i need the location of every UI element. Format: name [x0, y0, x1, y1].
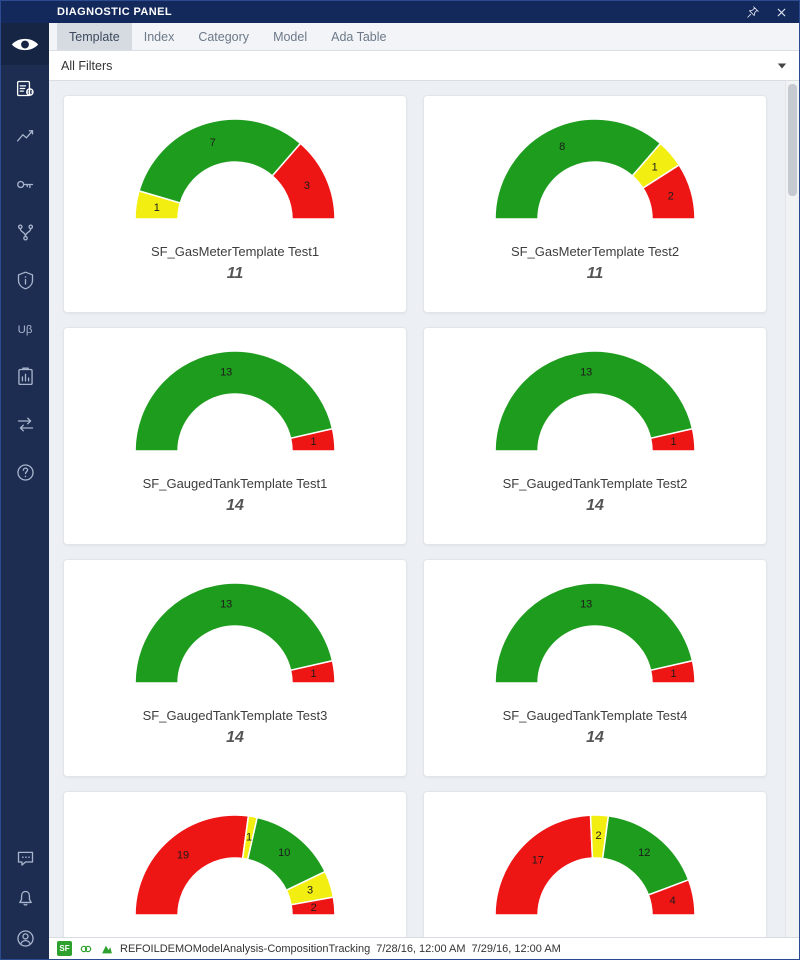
key-icon[interactable]	[1, 173, 49, 195]
svg-text:12: 12	[638, 847, 650, 859]
tab-model[interactable]: Model	[273, 29, 308, 44]
scrollbar[interactable]	[785, 81, 799, 937]
gauge-card[interactable]: 19 1 10 3 2	[63, 791, 407, 937]
scrollbar-thumb[interactable]	[788, 84, 797, 196]
card-title: SF_GaugedTankTemplate Test2	[502, 476, 688, 491]
main-panel: Template Index Category Model Ada Table All …	[49, 23, 799, 937]
pin-icon[interactable]	[745, 4, 761, 20]
gauge-chart: 13 1	[134, 350, 336, 452]
gauge-chart: 19 1 10 3 2	[134, 814, 336, 916]
gauge-chart: 13 1	[134, 582, 336, 684]
svg-text:17: 17	[532, 854, 544, 866]
svg-text:Uβ: Uβ	[17, 323, 32, 335]
gauge-card[interactable]: 13 1 SF_GaugedTankTemplate Test3 14	[63, 559, 407, 777]
signal-icon	[100, 942, 114, 955]
gauge-card[interactable]: 1 7 3 SF_GasMeterTemplate Test1 11	[63, 95, 407, 313]
card-title: SF_GaugedTankTemplate Test1	[142, 476, 328, 491]
tab-bar: Template Index Category Model Ada Table	[49, 23, 799, 51]
svg-text:1: 1	[154, 202, 160, 214]
gauge-chart: 17 2 12 4	[494, 814, 696, 916]
start-time: 7/28/16, 12:00 AM	[376, 942, 466, 955]
app-logo-icon[interactable]	[1, 23, 49, 65]
gauge-chart: 13 1	[494, 350, 696, 452]
tab-template[interactable]: Template	[57, 23, 132, 50]
close-icon[interactable]	[773, 4, 789, 20]
svg-text:2: 2	[668, 191, 674, 203]
content-area: 1 7 3 SF_GasMeterTemplate Test1 11 8 1 2 SF_GasM…	[49, 81, 799, 937]
card-title: SF_GasMeterTemplate Test1	[150, 244, 320, 259]
gauge-card[interactable]: 8 1 2 SF_GasMeterTemplate Test2 11	[423, 95, 767, 313]
link-status-icon	[78, 942, 94, 956]
svg-text:1: 1	[670, 668, 676, 680]
chevron-down-icon[interactable]	[777, 62, 787, 70]
gauge-chart: 13 1	[494, 582, 696, 684]
end-time: 7/29/16, 12:00 AM	[471, 942, 561, 955]
sf-badge: SF	[57, 941, 72, 956]
card-total: 14	[586, 497, 604, 514]
gauge-card[interactable]: 13 1 SF_GaugedTankTemplate Test2 14	[423, 327, 767, 545]
branch-icon[interactable]	[1, 221, 49, 243]
panel-title: DIAGNOSTIC PANEL	[57, 6, 172, 18]
titlebar-actions	[745, 4, 799, 20]
gauge-chart: 8 1 2	[494, 118, 696, 220]
trend-chart-icon[interactable]	[1, 125, 49, 147]
tab-ada-table[interactable]: Ada Table	[331, 29, 387, 44]
card-title: SF_GaugedTankTemplate Test4	[502, 708, 688, 723]
svg-text:1: 1	[246, 831, 252, 843]
svg-text:2: 2	[595, 830, 601, 842]
svg-text:1: 1	[310, 436, 316, 448]
user-icon[interactable]	[1, 927, 49, 949]
svg-text:8: 8	[559, 141, 565, 153]
svg-text:1: 1	[310, 668, 316, 680]
svg-text:13: 13	[580, 599, 592, 611]
card-total: 14	[226, 497, 244, 514]
svg-text:13: 13	[580, 367, 592, 379]
clipboard-chart-icon[interactable]	[1, 365, 49, 387]
svg-text:1: 1	[652, 161, 658, 173]
shield-info-icon[interactable]	[1, 269, 49, 291]
chat-icon[interactable]	[1, 847, 49, 869]
svg-text:2: 2	[311, 902, 317, 914]
card-total: 14	[586, 729, 604, 746]
svg-text:1: 1	[670, 436, 676, 448]
svg-text:19: 19	[177, 850, 189, 862]
help-icon[interactable]	[1, 461, 49, 483]
svg-text:4: 4	[670, 895, 676, 907]
svg-text:3: 3	[307, 885, 313, 897]
card-title: SF_GasMeterTemplate Test2	[510, 244, 680, 259]
svg-text:13: 13	[220, 599, 232, 611]
gauge-chart: 1 7 3	[134, 118, 336, 220]
cards-grid: 1 7 3 SF_GasMeterTemplate Test1 11 8 1 2 SF_GasM…	[49, 81, 799, 937]
card-total: 11	[226, 265, 244, 282]
tab-index[interactable]: Index	[143, 29, 175, 44]
filter-dropdown[interactable]: All Filters	[49, 51, 799, 81]
svg-text:7: 7	[210, 137, 216, 149]
svg-text:10: 10	[278, 847, 290, 859]
gauge-card[interactable]: 17 2 12 4	[423, 791, 767, 937]
audio-beta-icon[interactable]: Uβ	[1, 317, 49, 339]
gauge-card[interactable]: 13 1 SF_GaugedTankTemplate Test4 14	[423, 559, 767, 777]
sidebar-top: Uβ	[1, 77, 49, 483]
card-total: 14	[226, 729, 244, 746]
svg-text:13: 13	[220, 367, 232, 379]
statusbar: SF REFOILDEMOModelAnalysis-CompositionTr…	[49, 937, 799, 959]
filter-label: All Filters	[61, 58, 113, 73]
model-name: REFOILDEMOModelAnalysis-CompositionTrack…	[120, 942, 371, 955]
swap-arrows-icon[interactable]	[1, 413, 49, 435]
bell-icon[interactable]	[1, 887, 49, 909]
card-title: SF_GaugedTankTemplate Test3	[142, 708, 328, 723]
sidebar: Uβ	[1, 23, 49, 959]
titlebar: DIAGNOSTIC PANEL	[1, 1, 799, 23]
sidebar-bottom	[1, 847, 49, 949]
svg-text:3: 3	[304, 180, 310, 192]
diagnostics-icon[interactable]	[1, 77, 49, 99]
card-total: 11	[586, 265, 604, 282]
gauge-card[interactable]: 13 1 SF_GaugedTankTemplate Test1 14	[63, 327, 407, 545]
tab-category[interactable]: Category	[198, 29, 250, 44]
